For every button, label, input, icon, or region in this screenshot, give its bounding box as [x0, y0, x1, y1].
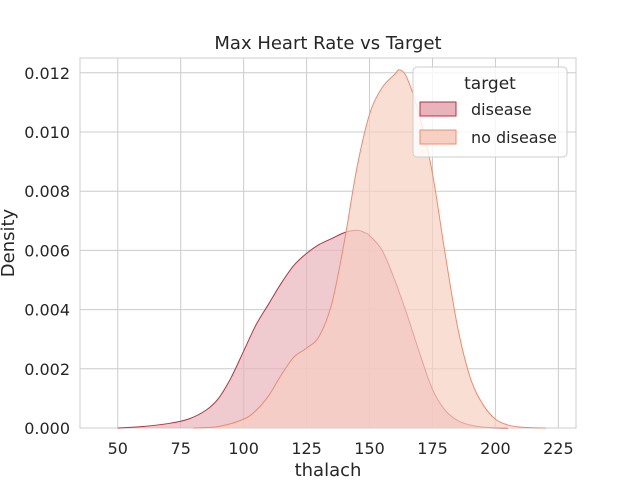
x-tick-label: 175: [417, 439, 448, 458]
x-tick-label: 225: [543, 439, 574, 458]
y-tick-label: 0.002: [24, 360, 70, 379]
legend: target disease no disease: [412, 66, 568, 158]
x-tick-label: 100: [228, 439, 259, 458]
legend-label-no-disease: no disease: [471, 128, 557, 147]
chart-title: Max Heart Rate vs Target: [214, 33, 441, 54]
y-tick-label: 0.004: [24, 301, 70, 320]
x-tick-label: 125: [291, 439, 322, 458]
y-tick-label: 0.006: [24, 241, 70, 260]
legend-title: target: [464, 74, 516, 94]
legend-swatch-no-disease: [419, 129, 457, 145]
y-tick-label: 0.012: [24, 64, 70, 83]
legend-label-disease: disease: [471, 100, 532, 119]
x-tick-label: 75: [171, 439, 191, 458]
density-fill-no-disease: [193, 69, 546, 429]
y-axis-label: Density: [0, 208, 19, 277]
y-tick-label: 0.000: [24, 419, 70, 438]
legend-swatch-disease: [419, 101, 457, 117]
y-tick-label: 0.010: [24, 123, 70, 142]
y-tick-label: 0.008: [24, 182, 70, 201]
y-axis-ticks: 0.000 0.002 0.004 0.006 0.008 0.010 0.012: [24, 64, 70, 438]
x-axis-ticks: 50 75 100 125 150 175 200 225: [108, 439, 574, 458]
x-tick-label: 200: [480, 439, 511, 458]
x-tick-label: 150: [354, 439, 385, 458]
density-areas: [117, 69, 546, 429]
x-tick-label: 50: [108, 439, 128, 458]
density-line-no-disease: [193, 69, 546, 429]
x-axis-label: thalach: [295, 460, 362, 480]
